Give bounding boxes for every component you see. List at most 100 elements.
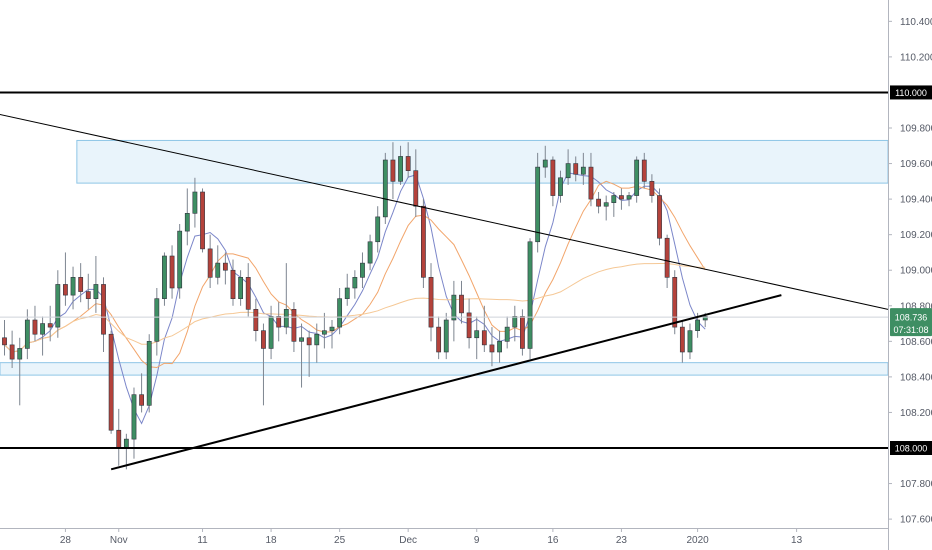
level-badge-label: 108.000: [895, 444, 928, 454]
candle-28: [215, 245, 221, 285]
price-tick-label: 109.600: [900, 159, 932, 170]
moving-average-10: [4, 180, 706, 369]
trendlines-layer: [0, 113, 889, 471]
candle-8: [63, 252, 68, 306]
candle-body: [687, 330, 693, 353]
candle-body: [116, 429, 122, 449]
candle-body: [398, 156, 403, 182]
horizontal-levels-layer: [0, 91, 888, 449]
candle-83: [634, 156, 640, 203]
candle-body: [177, 230, 183, 289]
candle-18: [139, 373, 144, 413]
price-tick-label: 109.400: [900, 195, 932, 206]
candle-51: [390, 142, 396, 200]
candle-56: [428, 263, 434, 342]
candle-84: [641, 152, 647, 189]
candle-body: [200, 191, 205, 250]
current-price-label: 108.736: [895, 313, 928, 323]
candle-body: [657, 195, 662, 239]
candle-17: [131, 387, 137, 459]
candle-body: [428, 277, 434, 328]
candle-body: [154, 298, 160, 342]
candle-body: [360, 262, 365, 278]
candle-body: [459, 294, 464, 314]
candle-79: [603, 195, 609, 221]
price-tick-label: 107.600: [900, 515, 932, 526]
price-tick-label: 108.200: [900, 408, 932, 419]
candle-body: [17, 348, 23, 360]
candle-body: [70, 277, 76, 296]
candle-80: [611, 192, 617, 217]
candle-body: [641, 159, 647, 182]
candle-31: [238, 270, 244, 306]
candle-body: [184, 213, 190, 232]
candle-body: [108, 333, 114, 431]
moving-averages-layer: [4, 172, 706, 425]
candle-82: [626, 192, 632, 207]
candle-body: [101, 284, 106, 335]
date-tick-label: Nov: [110, 535, 128, 546]
candle-73: [558, 170, 563, 203]
candle-body: [85, 291, 91, 299]
candle-body: [9, 344, 15, 360]
candle-body: [276, 316, 282, 328]
candle-85: [649, 174, 655, 203]
price-tick-label: 109.200: [900, 230, 932, 241]
date-tick-label: 18: [266, 535, 278, 546]
candle-body: [253, 309, 259, 331]
date-axis: 28 Nov 11 18 25 Dec 9 16 23 2020 13: [0, 528, 888, 550]
candle-0: [2, 320, 7, 356]
candle-39: [299, 323, 304, 388]
date-tick-label: Dec: [399, 535, 417, 546]
candle-90: [687, 323, 693, 360]
candle-body: [329, 326, 335, 331]
candle-body: [520, 316, 525, 349]
candle-19: [146, 334, 152, 413]
candle-48: [367, 234, 373, 271]
candle-body: [474, 330, 480, 339]
candle-63: [481, 305, 487, 352]
current-price-badge: [890, 308, 932, 337]
candle-body: [596, 198, 601, 207]
candle-10: [78, 263, 84, 303]
candle-body: [245, 277, 251, 310]
candle-23: [177, 224, 183, 299]
candle-body: [306, 337, 312, 346]
candle-52: [398, 145, 403, 185]
candle-body: [238, 277, 244, 299]
candle-body: [497, 341, 502, 353]
candle-58: [443, 312, 449, 360]
candle-body: [634, 159, 640, 196]
candle-body: [649, 181, 655, 196]
candle-body: [573, 163, 579, 175]
candle-body: [268, 316, 274, 349]
candle-body: [565, 163, 571, 179]
date-tick-label: 9: [474, 535, 480, 546]
candle-body: [222, 262, 228, 271]
candle-body: [32, 319, 38, 335]
candle-body: [436, 326, 442, 353]
candle-body: [702, 316, 708, 321]
candle-77: [588, 152, 594, 207]
candle-57: [436, 316, 442, 360]
candle-body: [352, 277, 358, 289]
candle-body: [443, 319, 449, 353]
candle-12: [93, 256, 99, 313]
candle-body: [93, 284, 99, 299]
price-tick-label: 109.000: [900, 266, 932, 277]
candle-6: [47, 305, 53, 342]
trendline-0: [0, 113, 889, 310]
candle-44: [337, 288, 343, 335]
candle-body: [367, 241, 373, 264]
price-tick-label: 108.800: [900, 301, 932, 312]
candle-65: [497, 330, 502, 363]
candle-body: [283, 309, 289, 328]
candle-body: [611, 195, 617, 203]
candle-36: [276, 302, 282, 342]
candle-75: [573, 156, 579, 182]
candle-62: [474, 316, 480, 360]
candle-body: [550, 159, 556, 196]
moving-average-5: [4, 172, 706, 425]
candle-24: [184, 188, 190, 246]
